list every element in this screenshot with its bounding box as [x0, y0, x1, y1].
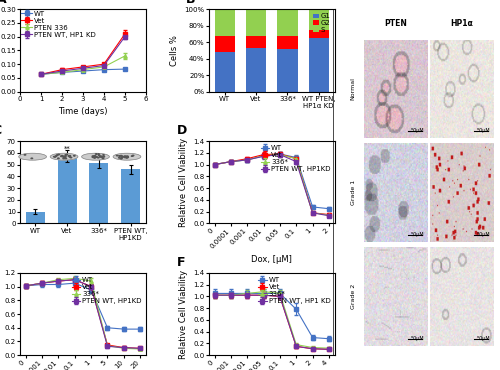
Bar [246, 9, 266, 36]
Legend: WT, Vet, 336*, PTEN WT, HP1KD: WT, Vet, 336*, PTEN WT, HP1KD [260, 145, 331, 173]
Bar [90, 164, 108, 223]
Text: 50μM: 50μM [410, 128, 424, 133]
Bar [246, 48, 266, 92]
Bar [121, 169, 140, 223]
Text: D: D [178, 124, 188, 137]
Bar [308, 9, 329, 30]
X-axis label: Time (days): Time (days) [58, 107, 108, 116]
Bar [214, 9, 235, 36]
Text: F: F [178, 256, 186, 269]
Bar [214, 52, 235, 92]
Legend: G1, G2, S: G1, G2, S [312, 13, 331, 34]
Text: *: * [97, 154, 100, 160]
Text: Normal: Normal [350, 77, 356, 100]
Text: **: ** [64, 145, 70, 151]
Text: A: A [0, 0, 7, 6]
Legend: WT, Vet, PTEN 336, PTEN WT, HP1 KD: WT, Vet, PTEN 336, PTEN WT, HP1 KD [20, 10, 96, 38]
Text: 50μM: 50μM [476, 232, 490, 237]
Y-axis label: Colonies Formed: Colonies Formed [0, 147, 2, 218]
Text: Grade 2: Grade 2 [350, 284, 356, 309]
Text: C: C [0, 124, 2, 137]
Bar [277, 49, 297, 92]
Bar [277, 9, 297, 36]
Bar [58, 157, 76, 223]
Text: PTEN: PTEN [384, 18, 407, 28]
Bar [26, 212, 45, 223]
Text: 50μM: 50μM [410, 336, 424, 341]
Bar [214, 36, 235, 52]
Bar [246, 36, 266, 48]
Bar [277, 36, 297, 49]
Text: 50μM: 50μM [410, 232, 424, 237]
Y-axis label: Cells %: Cells % [170, 35, 179, 66]
Text: Grade 1: Grade 1 [350, 180, 356, 205]
Text: B: B [186, 0, 196, 6]
Text: G: G [336, 0, 346, 2]
Bar [308, 30, 329, 38]
Text: 50μM: 50μM [476, 336, 490, 341]
Text: HP1α: HP1α [450, 18, 473, 28]
Text: 50μM: 50μM [476, 128, 490, 133]
Y-axis label: Relative Cell Viability: Relative Cell Viability [179, 269, 188, 359]
Legend: WT, Vet, 336*, PTEN WT, HP1KD: WT, Vet, 336*, PTEN WT, HP1KD [71, 276, 142, 305]
Text: E: E [0, 256, 1, 269]
Bar [308, 38, 329, 92]
X-axis label: Dox, [μM]: Dox, [μM] [252, 255, 292, 264]
Y-axis label: Relative Cell Viability: Relative Cell Viability [179, 138, 188, 227]
Legend: WT, Vet, 336*, PTEN WT, HP1 KD: WT, Vet, 336*, PTEN WT, HP1 KD [258, 276, 331, 305]
